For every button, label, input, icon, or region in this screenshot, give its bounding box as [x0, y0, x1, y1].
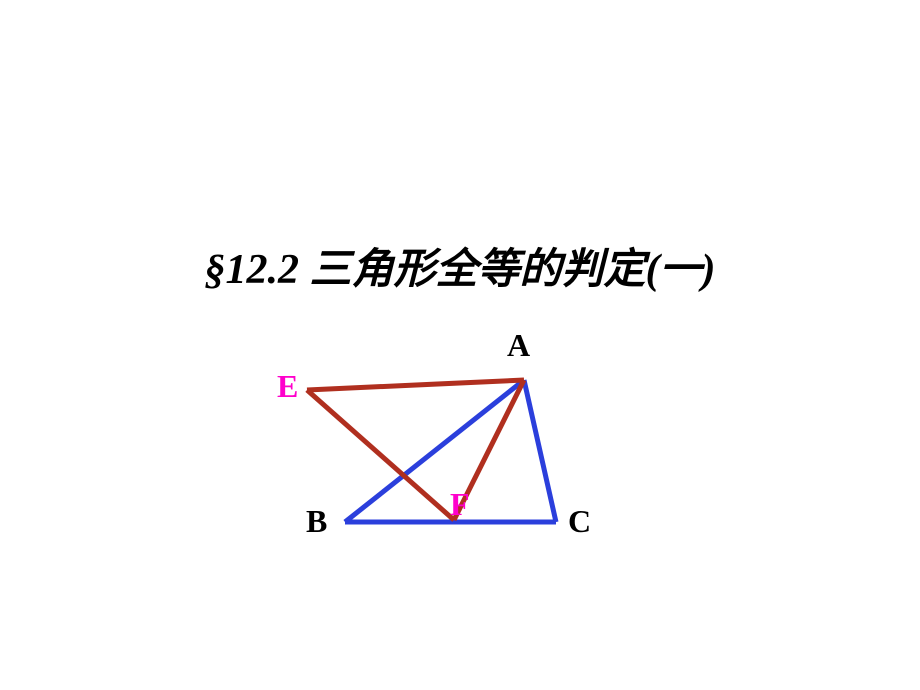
edge-C-A	[524, 380, 556, 522]
vertex-label-E: E	[277, 368, 298, 405]
vertex-label-A: A	[507, 327, 530, 364]
slide: { "title": { "text": "§12.2 三角形全等的判定(一)"…	[0, 0, 920, 690]
edge-A-E	[307, 380, 524, 390]
vertex-label-C: C	[568, 503, 591, 540]
triangle-diagram	[0, 0, 920, 690]
vertex-label-F: F	[450, 486, 470, 523]
vertex-label-B: B	[306, 503, 327, 540]
